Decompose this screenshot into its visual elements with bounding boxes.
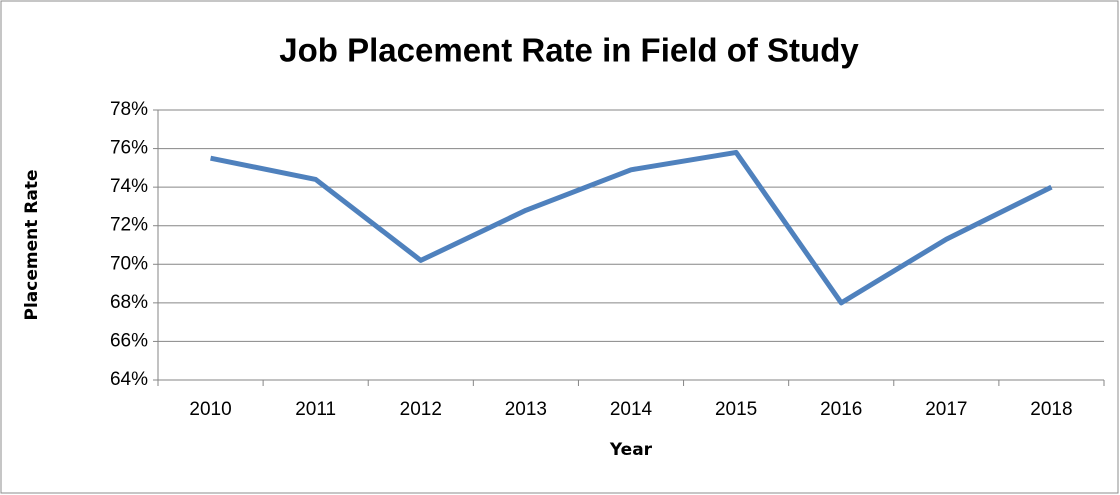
data-line [210,149,1053,306]
y-tick-label: 64% [110,369,148,390]
y-tick-label: 74% [110,176,148,197]
x-axis-label: Year [609,440,653,460]
chart-title: Job Placement Rate in Field of Study [279,32,859,69]
y-tick-label: 76% [110,138,148,159]
x-tick-label: 2014 [610,399,653,420]
y-tick-label: 70% [110,253,148,274]
x-tick-label: 2018 [1030,399,1072,420]
x-tick-label: 2010 [189,399,231,420]
y-tick-label: 78% [110,99,148,120]
y-tick-label: 72% [110,215,148,236]
y-axis-label: Placement Rate [22,170,42,321]
x-tick-label: 2013 [505,399,547,420]
y-tick-label: 66% [110,330,148,351]
x-tick-label: 2011 [295,399,336,420]
x-tick-label: 2016 [820,399,862,420]
x-tick-label: 2012 [400,399,442,420]
y-tick-label: 68% [110,292,148,313]
x-tick-label: 2015 [715,399,757,420]
x-tick-label: 2017 [925,399,967,420]
